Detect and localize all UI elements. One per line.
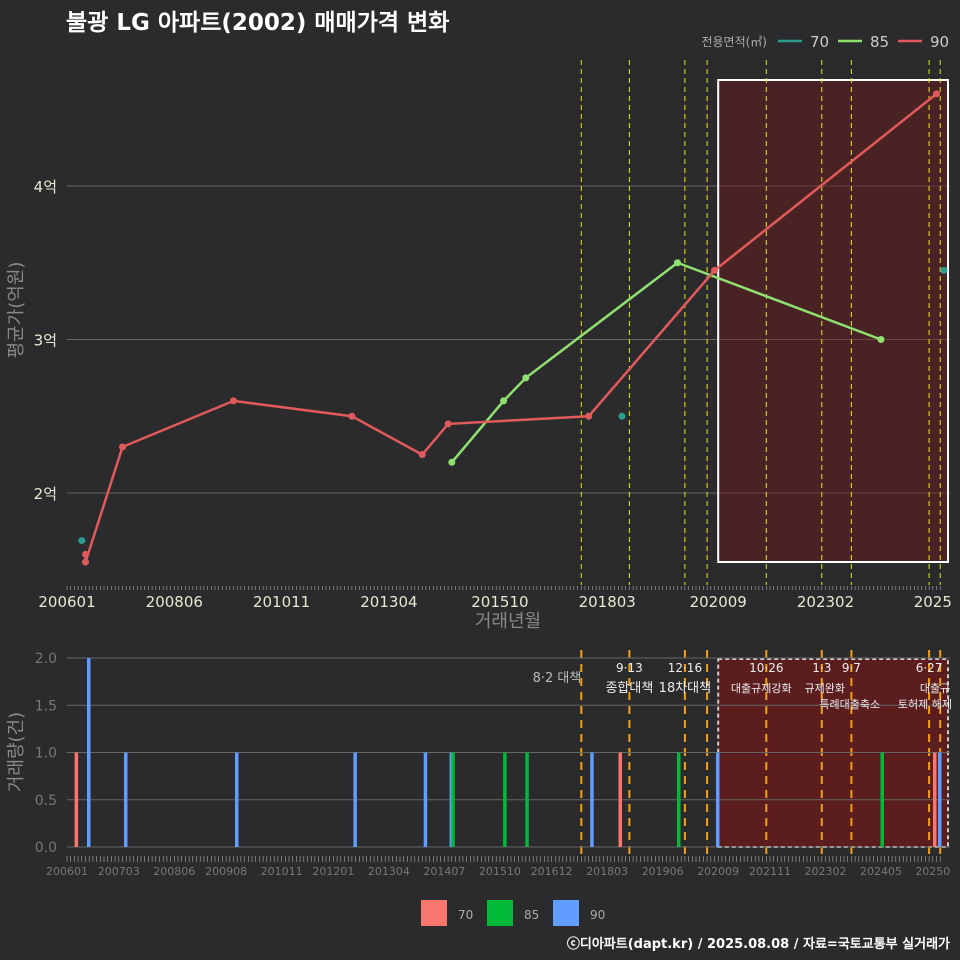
policy-date: 6·27 [916,661,943,675]
volume-bar-90 [235,752,239,847]
policy-date: 9·7 [842,661,861,675]
x-axis-title: 거래년월 [475,611,541,632]
volume-bar-85 [880,752,884,847]
y-axis-title: 평균가(억원) [6,262,27,359]
policy-date: 1·3 [812,661,831,675]
x-tick-label: 200601 [38,593,95,611]
x-tick-label: 201906 [642,865,684,878]
x-tick-label: 201304 [368,865,410,878]
y-tick-label: 0.0 [35,840,57,856]
legend-label: 85 [524,908,539,922]
policy-name: 토허제 해제 [898,697,952,711]
data-point-90 [82,558,89,566]
volume-bar-90 [938,752,942,847]
legend-key-90 [553,900,579,926]
chart-title: 불광 LG 아파트(2002) 매매가격 변화 [66,10,449,36]
y-tick-label: 4억 [34,178,57,196]
legend-label: 70 [458,908,473,922]
policy-date: 8·2 대책 [533,671,582,686]
policy-date: 12·16 [668,661,702,675]
volume-bar-90 [87,658,91,847]
data-point-90 [82,550,89,558]
legend-label: 70 [810,33,829,51]
volume-bar-85 [451,752,455,847]
x-tick-label: 201803 [586,865,628,878]
y-tick-label: 0.5 [35,793,57,809]
x-tick-label: 2025 [914,593,952,611]
volume-bar-90 [423,752,428,847]
x-tick-label: 20250 [915,865,950,878]
series-line-90 [84,92,938,563]
x-tick-label: 200703 [98,865,140,878]
x-tick-label: 202405 [860,865,902,878]
x-tick-label: 201510 [479,865,521,878]
data-point-70 [618,412,626,420]
x-tick-label: 200601 [46,865,88,878]
policy-name: 18차대책 [659,681,711,696]
data-point-90 [119,443,126,451]
volume-bar-90 [590,752,594,847]
policy-name: 특례대출축소 [819,698,880,711]
x-tick-label: 202302 [797,593,854,611]
legend-key-70 [421,900,447,926]
x-tick-label: 200806 [146,593,203,611]
data-point-90 [711,266,718,274]
data-point-90 [230,397,237,405]
data-point-70 [78,537,86,545]
volume-bar-90 [716,752,720,847]
x-tick-label: 201304 [360,593,417,611]
policy-date: 10·26 [749,661,783,675]
x-tick-label: 201510 [471,593,528,611]
legend-label: 90 [930,33,949,51]
legend-label: 90 [590,908,605,922]
policy-date: 9·13 [616,661,643,675]
data-point-90 [585,412,593,420]
x-tick-label: 202111 [749,865,791,878]
x-tick-label: 201011 [261,865,303,878]
legend-label: 85 [870,33,889,51]
volume-bar-85 [677,752,681,847]
y-tick-label: 1.5 [35,698,57,714]
volume-bar-90 [353,752,357,847]
data-point-85 [674,259,681,267]
data-point-90 [933,90,940,98]
volume-bar-90 [124,752,128,847]
policy-name: 규제완화 [805,682,845,695]
x-tick-label: 202009 [690,593,747,611]
volume-bar-70 [74,752,79,847]
x-tick-label: 202302 [805,865,847,878]
policy-name: 대출규제강화 [731,682,792,695]
y-axis-title: 거래량(건) [6,712,27,792]
legend-key-85 [487,900,513,926]
x-tick-label: 201201 [312,865,354,878]
volume-bar-85 [525,752,529,847]
y-tick-label: 3억 [34,332,57,350]
y-tick-label: 1.0 [35,746,57,762]
data-point-90 [348,412,356,420]
data-point-85 [448,458,456,466]
policy-name: 대출규 [920,682,950,695]
y-tick-label: 2.0 [35,651,57,667]
x-tick-label: 200908 [205,865,247,878]
data-point-85 [877,336,885,343]
volume-bar-70 [618,752,622,847]
x-tick-label: 201803 [579,593,636,611]
volume-bar-85 [503,752,507,847]
policy-name: 종합대책 [605,681,653,696]
x-tick-label: 202009 [697,865,739,878]
volume-bar-70 [933,752,937,847]
y-tick-label: 2억 [34,485,57,503]
x-tick-label: 200806 [153,865,195,878]
x-tick-label: 201612 [531,865,573,878]
data-point-90 [444,420,452,428]
x-tick-label: 201011 [253,593,310,611]
data-point-85 [522,374,530,382]
footer-credit: ⓒ디아파트(dapt.kr) / 2025.08.08 / 자료=국토교통부 실… [567,936,950,952]
data-point-85 [500,397,508,405]
data-point-90 [418,451,426,459]
data-point-70 [940,266,948,274]
x-tick-label: 201407 [423,865,465,878]
legend-title: 전용면적(㎡) [701,35,767,49]
